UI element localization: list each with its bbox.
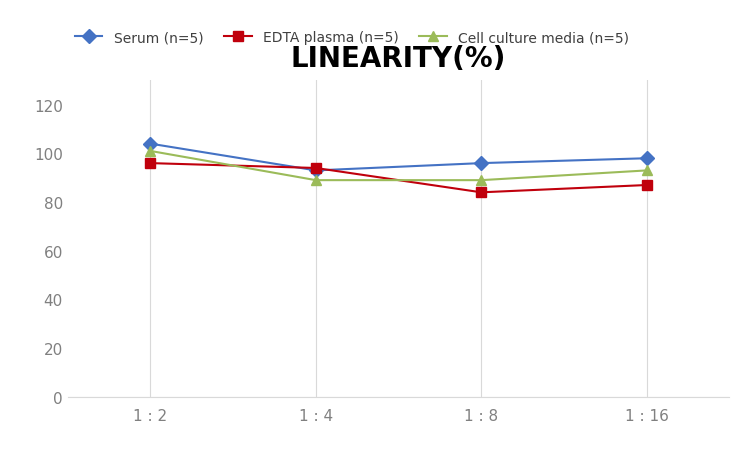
Legend: Serum (n=5), EDTA plasma (n=5), Cell culture media (n=5): Serum (n=5), EDTA plasma (n=5), Cell cul…: [74, 31, 629, 45]
Line: EDTA plasma (n=5): EDTA plasma (n=5): [146, 159, 651, 198]
EDTA plasma (n=5): [477, 190, 486, 196]
Serum (n=5): [311, 168, 320, 174]
Title: LINEARITY(%): LINEARITY(%): [291, 46, 506, 74]
EDTA plasma (n=5): [642, 183, 651, 189]
EDTA plasma (n=5): [311, 166, 320, 171]
EDTA plasma (n=5): [146, 161, 155, 166]
Line: Serum (n=5): Serum (n=5): [146, 139, 651, 176]
Serum (n=5): [146, 142, 155, 147]
Line: Cell culture media (n=5): Cell culture media (n=5): [146, 147, 651, 186]
Cell culture media (n=5): [477, 178, 486, 184]
Cell culture media (n=5): [311, 178, 320, 184]
Serum (n=5): [642, 156, 651, 161]
Cell culture media (n=5): [642, 168, 651, 174]
Cell culture media (n=5): [146, 149, 155, 154]
Serum (n=5): [477, 161, 486, 166]
